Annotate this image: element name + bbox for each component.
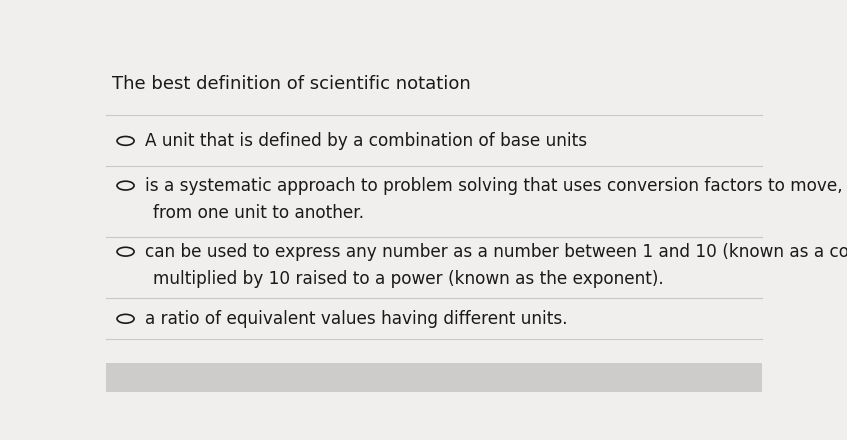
Text: can be used to express any number as a number between 1 and 10 (known as a coeff: can be used to express any number as a n… [146, 243, 847, 260]
Text: is a systematic approach to problem solving that uses conversion factors to move: is a systematic approach to problem solv… [146, 176, 847, 194]
Text: The best definition of scientific notation: The best definition of scientific notati… [113, 75, 471, 93]
Bar [106, 363, 762, 392]
Text: from one unit to another.: from one unit to another. [153, 204, 364, 222]
Text: a ratio of equivalent values having different units.: a ratio of equivalent values having diff… [146, 310, 567, 328]
Text: multiplied by 10 raised to a power (known as the exponent).: multiplied by 10 raised to a power (know… [153, 270, 664, 288]
Text: A unit that is defined by a combination of base units: A unit that is defined by a combination … [146, 132, 587, 150]
